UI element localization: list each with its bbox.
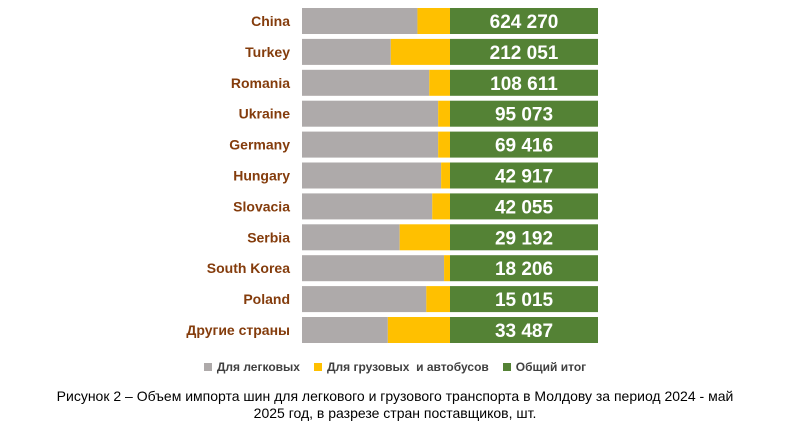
legend-label-passenger: Для легковых xyxy=(216,360,300,374)
bar-segment-passenger-ukraine xyxy=(302,100,439,127)
bar-segment-total-germany xyxy=(450,131,598,158)
legend-label-truck-bus: Для грузовых и автобусов xyxy=(326,360,489,374)
legend-item-truck-bus: Для грузовых и автобусов xyxy=(313,360,489,374)
category-label-hungary: Hungary xyxy=(233,168,290,184)
legend-item-passenger: Для легковых xyxy=(203,360,300,374)
bar-segment-truck-bus-slovacia xyxy=(432,193,450,220)
bar-segment-passenger-turkey xyxy=(302,38,391,65)
total-label-ukraine: 95 073 xyxy=(495,105,553,126)
bar-segment-truck-bus-turkey xyxy=(390,38,450,65)
bar-segment-passenger-germany xyxy=(302,131,439,158)
bar-segment-passenger-другие-страны xyxy=(302,317,388,343)
bar-segment-truck-bus-china xyxy=(417,8,450,34)
bar-segment-truck-bus-south-korea xyxy=(444,255,450,282)
bar-segment-truck-bus-ukraine xyxy=(438,100,450,127)
category-label-germany: Germany xyxy=(229,137,290,153)
category-label-poland: Poland xyxy=(243,291,290,307)
bar-segment-total-другие-страны xyxy=(450,317,598,343)
legend-swatch-total xyxy=(502,363,511,371)
bar-segment-passenger-hungary xyxy=(302,162,442,189)
legend-item-total: Общий итог xyxy=(502,360,587,374)
bar-segment-total-romania xyxy=(450,69,598,96)
legend-swatch-truck-bus xyxy=(313,363,322,371)
bar-segment-truck-bus-serbia xyxy=(399,224,450,251)
bar-segment-truck-bus-germany xyxy=(438,131,450,158)
category-label-south-korea: South Korea xyxy=(207,260,290,276)
category-label-turkey: Turkey xyxy=(245,44,290,60)
category-label-china: China xyxy=(251,13,290,29)
caption-line-1: Рисунок 2 – Объем импорта шин для легков… xyxy=(56,388,734,404)
bar-segment-total-china xyxy=(450,8,598,34)
category-label-slovacia: Slovacia xyxy=(233,198,290,214)
bar-segment-total-turkey xyxy=(450,38,598,65)
bar-segment-total-poland xyxy=(450,286,598,313)
legend-swatch-passenger xyxy=(203,363,212,371)
bar-segment-total-serbia xyxy=(450,224,598,251)
bar-segment-truck-bus-hungary xyxy=(441,162,450,189)
total-label-serbia: 29 192 xyxy=(495,228,553,249)
bar-segment-passenger-south-korea xyxy=(302,255,445,282)
stacked-bar-chart: China 624 270 Turkey 212 051 Romania 108 611 U… xyxy=(186,8,598,343)
bar-segment-passenger-serbia xyxy=(302,224,400,251)
bar-segment-total-slovacia xyxy=(450,193,598,220)
total-label-другие-страны: 33 487 xyxy=(495,321,553,342)
total-label-hungary: 42 917 xyxy=(495,167,553,188)
category-label-romania: Romania xyxy=(231,75,290,91)
bar-segment-truck-bus-другие-страны xyxy=(387,317,450,343)
bar-segment-total-ukraine xyxy=(450,100,598,127)
total-label-germany: 69 416 xyxy=(495,136,553,157)
total-label-turkey: 212 051 xyxy=(490,43,559,64)
bar-segment-truck-bus-romania xyxy=(429,69,450,96)
bar-segment-passenger-romania xyxy=(302,69,430,96)
category-label-serbia: Serbia xyxy=(247,229,290,245)
chart-legend: Для легковых Для грузовых и автобусов Об… xyxy=(0,360,790,374)
bar-segment-passenger-slovacia xyxy=(302,193,433,220)
total-label-romania: 108 611 xyxy=(490,74,558,95)
category-label-ukraine: Ukraine xyxy=(239,106,291,122)
total-label-china: 624 270 xyxy=(490,12,559,33)
total-label-south-korea: 18 206 xyxy=(495,259,553,280)
bar-segment-total-hungary xyxy=(450,162,598,189)
category-label-другие-страны: Другие страны xyxy=(186,322,290,338)
caption-line-2: 2025 год, в разрезе стран поставщиков, ш… xyxy=(253,405,537,421)
total-label-slovacia: 42 055 xyxy=(495,197,554,218)
bar-segment-truck-bus-poland xyxy=(426,286,450,313)
figure-caption: Рисунок 2 – Объем импорта шин для легков… xyxy=(0,388,790,422)
bar-segment-total-south-korea xyxy=(450,255,598,282)
bar-segment-passenger-china xyxy=(302,8,418,34)
total-label-poland: 15 015 xyxy=(495,290,554,311)
legend-label-total: Общий итог xyxy=(515,360,587,374)
bar-segment-passenger-poland xyxy=(302,286,427,313)
